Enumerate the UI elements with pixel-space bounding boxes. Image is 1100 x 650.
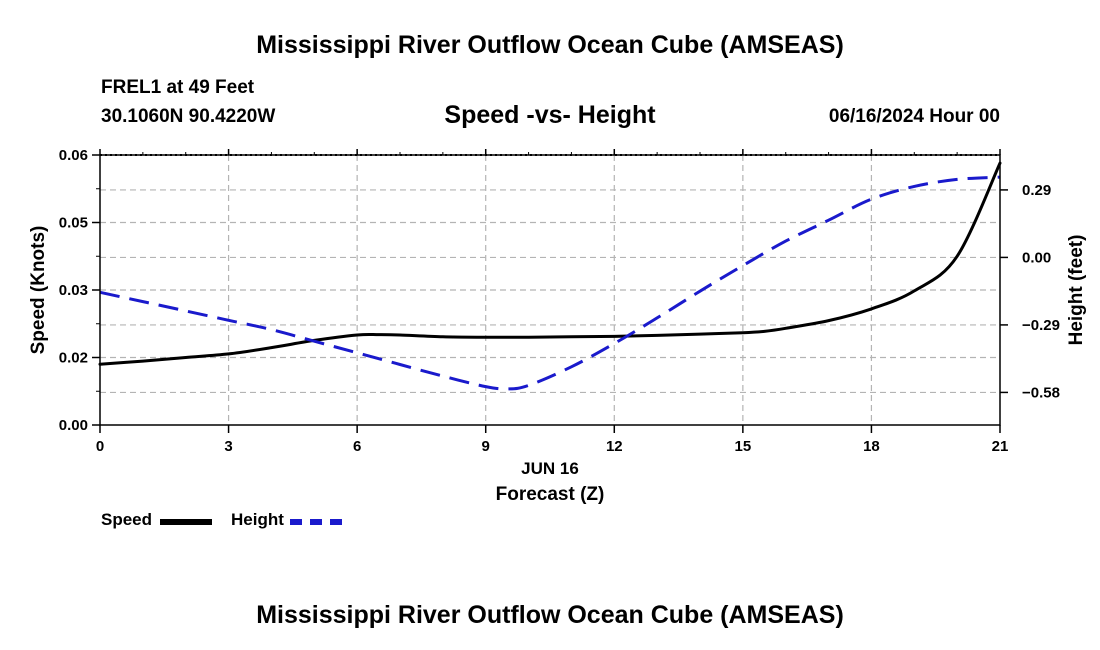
y-right-tick-label: 0.00 xyxy=(1022,249,1051,266)
x-tick-label: 12 xyxy=(606,438,623,455)
station-coordinates: 30.1060N 90.4220W xyxy=(101,106,276,127)
y-left-tick-label: 0.02 xyxy=(59,350,88,367)
station-name: FREL1 at 49 Feet xyxy=(101,77,255,98)
tick-layer: 0 3 6 9 12 15 18 21 0.00 0.02 0.03 0.05 0.06 −0.58 −0.… xyxy=(59,147,1060,455)
x-tick-label: 18 xyxy=(863,438,880,455)
legend-height-swatch xyxy=(290,519,342,525)
y-right-tick-label: −0.29 xyxy=(1022,317,1060,334)
y-left-tick-label: 0.06 xyxy=(59,147,88,164)
series-layer xyxy=(98,161,1002,391)
x-tick-label: 6 xyxy=(353,438,361,455)
x-tick-label: 15 xyxy=(735,438,752,455)
legend-speed-label: Speed xyxy=(101,510,153,529)
grid-layer xyxy=(100,155,1000,425)
chart-subtitle: Speed -vs- Height xyxy=(444,101,656,129)
y-axis-right-label: Height (feet) xyxy=(1066,235,1087,346)
x-axis-label: Forecast (Z) xyxy=(496,484,605,505)
y-right-tick-label: −0.58 xyxy=(1022,384,1060,401)
x-tick-label: 0 xyxy=(96,438,104,455)
series-line-speed xyxy=(98,161,1002,366)
x-tick-label: 3 xyxy=(224,438,232,455)
main-title: Mississippi River Outflow Ocean Cube (AM… xyxy=(256,31,844,59)
x-axis-date-label: JUN 16 xyxy=(521,459,579,478)
y-axis-left-label: Speed (Knots) xyxy=(28,226,49,355)
series-line-height xyxy=(99,175,1001,391)
x-tick-label: 21 xyxy=(992,438,1009,455)
y-left-tick-label: 0.03 xyxy=(59,282,88,299)
legend-height-label: Height xyxy=(231,510,284,529)
x-tick-label: 9 xyxy=(482,438,490,455)
y-left-tick-label: 0.00 xyxy=(59,417,88,434)
y-left-tick-label: 0.05 xyxy=(59,215,88,232)
footer-title: Mississippi River Outflow Ocean Cube (AM… xyxy=(256,601,844,629)
forecast-datetime: 06/16/2024 Hour 00 xyxy=(828,106,1000,127)
y-right-tick-label: 0.29 xyxy=(1022,182,1051,199)
legend-speed-swatch xyxy=(160,519,212,525)
